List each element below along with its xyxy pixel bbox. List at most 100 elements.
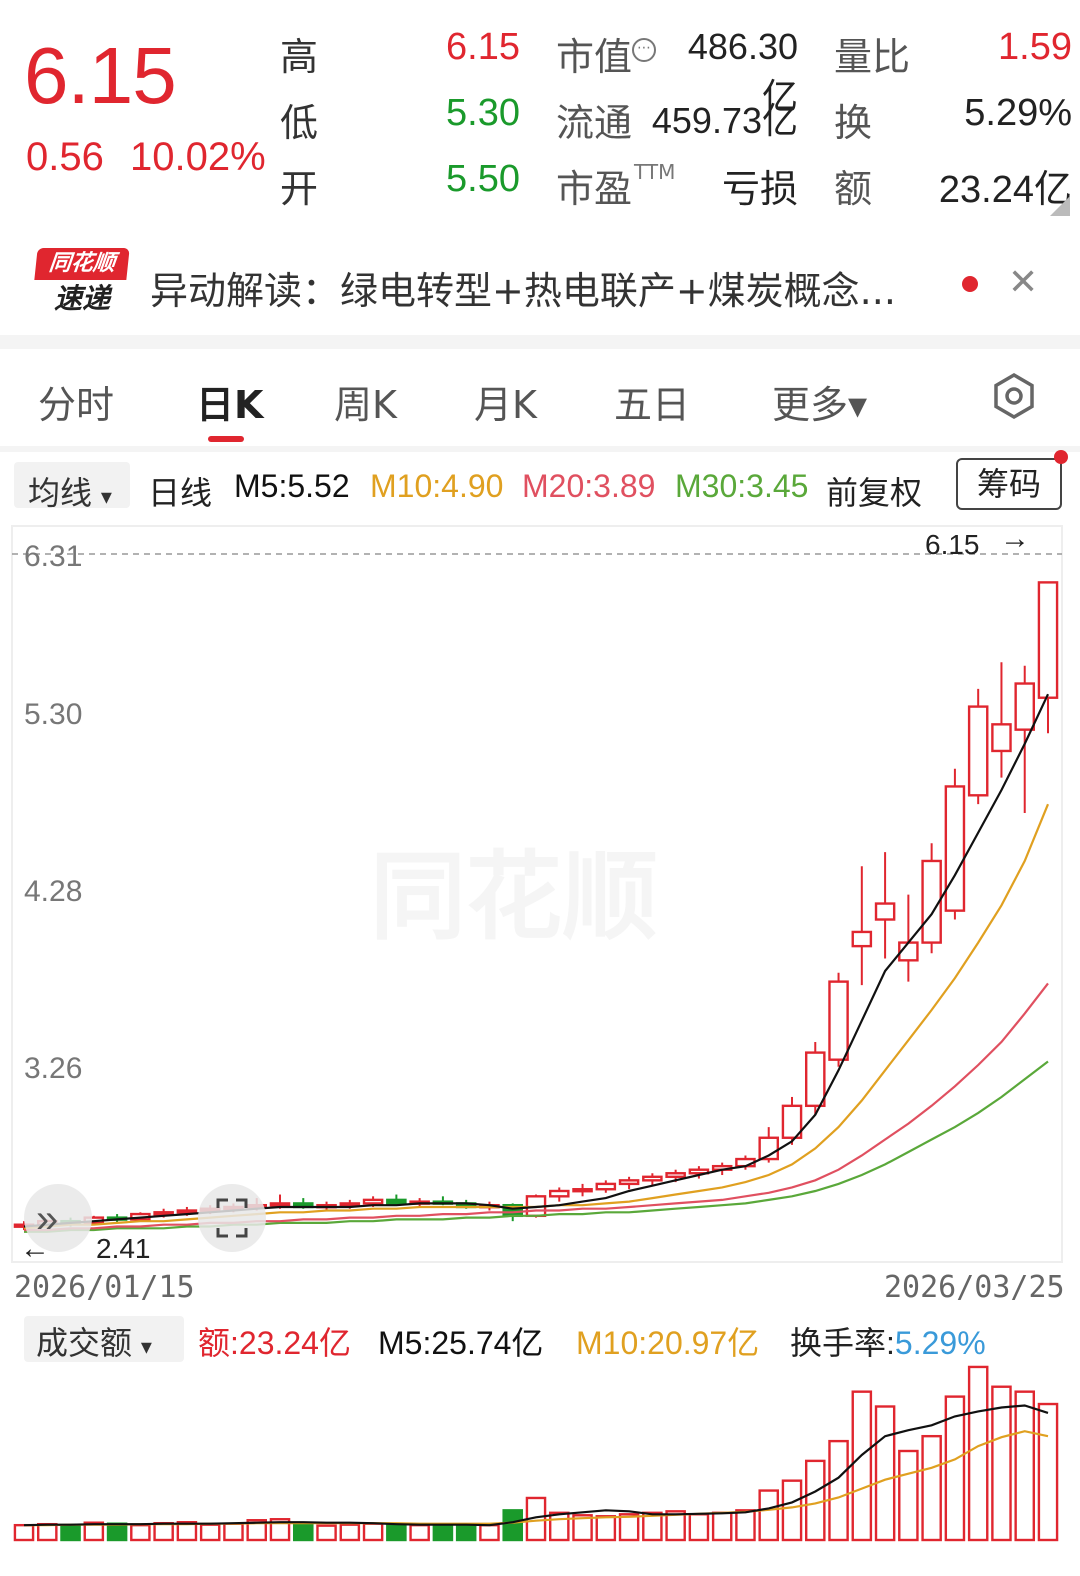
turnover-value: 5.29%: [964, 92, 1072, 134]
amount-bar: [60, 1524, 81, 1542]
low-label: 低: [280, 101, 319, 145]
market-cap-value: 486.30亿: [687, 26, 798, 117]
amount-bar: [83, 1521, 105, 1542]
amount-bar: [106, 1522, 128, 1542]
y-tick-label: 3.26: [24, 1052, 82, 1085]
amount-bar: [874, 1405, 896, 1542]
news-logo: 同花顺 速递: [34, 248, 130, 318]
ma5-value: M5:5.52: [234, 468, 350, 504]
volume-ratio-label: 量比: [834, 35, 911, 79]
candlestick-chart[interactable]: 同花顺 6.31 5.30 4.28 3.26 6.15 → ← 2.41 »: [0, 520, 1080, 1266]
amount-bar: [246, 1519, 268, 1542]
amount-bar: [502, 1509, 524, 1542]
period-label: 日线: [148, 475, 213, 511]
amount-bar: [269, 1518, 291, 1542]
candle-body: [362, 1198, 384, 1205]
amount-m10-legend: M10:20.97亿: [576, 1325, 760, 1361]
volume-ratio-value: 1.59: [998, 26, 1072, 68]
volume-indicator-label: 成交额 ▾: [36, 1325, 152, 1361]
m20-line: [24, 982, 1049, 1232]
amount-bar: [758, 1489, 780, 1542]
amount-bar: [1037, 1402, 1059, 1542]
indicator-selector[interactable]: [14, 462, 130, 508]
info-icon[interactable]: ⋯: [632, 38, 656, 62]
amount-bar: [316, 1524, 337, 1542]
x-axis-end-date: 2026/03/25: [884, 1270, 1065, 1305]
candle-body: [618, 1179, 640, 1186]
candle-body: [991, 723, 1012, 753]
divider: [0, 446, 1080, 452]
candle-body: [642, 1175, 663, 1182]
amount-bar: [665, 1510, 686, 1542]
fullscreen-button[interactable]: [198, 1184, 266, 1252]
amount-bar: [455, 1524, 477, 1542]
amount-m5-legend: M5:25.74亿: [378, 1325, 544, 1361]
amount-bar: [153, 1521, 174, 1542]
candle-body: [874, 902, 896, 921]
volume-indicator-selector[interactable]: [24, 1316, 184, 1362]
candle-body: [967, 705, 989, 797]
amount-bar: [432, 1523, 454, 1542]
expand-corner-icon[interactable]: [1050, 196, 1070, 216]
chip-distribution-button[interactable]: 筹码: [956, 458, 1062, 510]
amount-bar: [967, 1365, 989, 1542]
amount-bar: [13, 1523, 35, 1542]
tab-daily-k[interactable]: 日K: [196, 383, 264, 427]
pe-label: 市盈: [556, 167, 633, 211]
amount-bar: [386, 1522, 407, 1542]
amount-bar: [130, 1523, 151, 1542]
candle-body: [688, 1168, 710, 1175]
y-tick-label: 4.28: [24, 875, 82, 908]
candle-body: [153, 1211, 174, 1216]
tab-five-day[interactable]: 五日: [614, 383, 691, 427]
market-cap-label: 市值: [556, 35, 633, 79]
last-price: 6.15: [24, 31, 177, 120]
close-icon[interactable]: ✕: [1008, 262, 1039, 303]
turnover-label: 换: [834, 101, 873, 145]
tab-monthly-k[interactable]: 月K: [474, 383, 537, 427]
divider: [0, 335, 1080, 349]
high-value: 6.15: [446, 26, 520, 68]
amount-bar-chart[interactable]: [0, 1362, 1080, 1576]
indicator-selector-label: 均线 ▾: [28, 475, 112, 511]
amount-bar: [339, 1523, 361, 1542]
candle-body: [595, 1182, 617, 1191]
amount-bar: [548, 1511, 570, 1542]
candle-body: [548, 1189, 570, 1198]
candle-body: [386, 1198, 407, 1205]
tab-intraday[interactable]: 分时: [38, 383, 115, 427]
amount-bar: [292, 1523, 314, 1542]
amount-bar: [921, 1434, 942, 1542]
settings-gear-icon[interactable]: [990, 372, 1038, 420]
ma20-value: M20:3.89: [522, 468, 656, 504]
news-headline[interactable]: 异动解读：绿电转型+热电联产+煤炭概念...: [150, 269, 896, 313]
amount-bar: [223, 1522, 244, 1542]
candle-body: [1014, 682, 1036, 731]
candle-body: [781, 1104, 803, 1139]
amount-bar: [804, 1459, 826, 1542]
tab-weekly-k[interactable]: 周K: [334, 383, 397, 427]
fullscreen-icon: [216, 1198, 248, 1238]
amount-bar: [642, 1511, 663, 1542]
price-change: 0.56: [26, 135, 104, 179]
amount-bar: [735, 1509, 756, 1542]
tab-more[interactable]: 更多▾: [772, 383, 868, 427]
amount-bar: [828, 1439, 849, 1542]
x-axis-start-date: 2026/01/15: [14, 1270, 195, 1305]
open-value: 5.50: [446, 158, 520, 200]
amount-label: 额: [834, 167, 873, 211]
candle-body: [944, 785, 966, 912]
turnover-legend: 换手率:5.29%: [790, 1325, 986, 1361]
y-tick-label: 5.30: [24, 698, 82, 731]
adjust-mode[interactable]: 前复权: [826, 475, 923, 511]
candle-body: [339, 1202, 361, 1207]
amount-m5-line: [23, 1404, 1049, 1527]
amount-bar: [362, 1522, 384, 1542]
high-marker-label: 6.15: [925, 529, 980, 560]
ma10-value: M10:4.90: [370, 468, 504, 504]
candle-body: [572, 1188, 593, 1193]
scroll-left-button[interactable]: »: [24, 1184, 92, 1252]
amount-bar: [898, 1449, 919, 1542]
amount-bar: [176, 1520, 198, 1542]
candle-body: [176, 1209, 198, 1214]
